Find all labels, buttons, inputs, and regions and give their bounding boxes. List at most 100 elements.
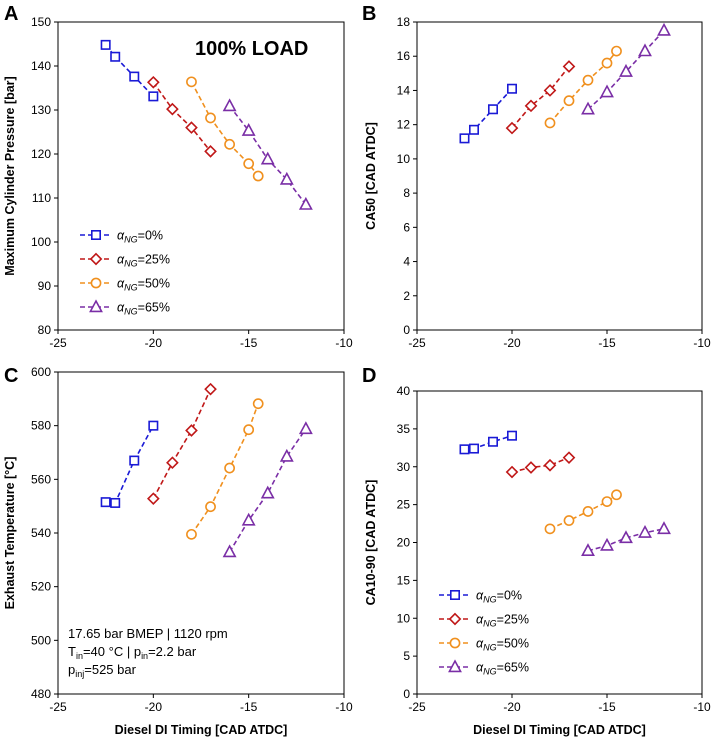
panel-label: C bbox=[4, 365, 18, 387]
plot-frame bbox=[416, 390, 703, 695]
x-tick-label: -20 bbox=[145, 336, 163, 350]
x-tick-label: -20 bbox=[145, 700, 163, 714]
series-ng65 bbox=[581, 521, 671, 557]
panel-d: -25 -20 -15 -10 0 5 10 15 20 25 30 35 40 CA10-90 [CAD… bbox=[362, 365, 711, 737]
data-point bbox=[459, 133, 470, 144]
data-point bbox=[524, 99, 538, 113]
data-point bbox=[243, 158, 255, 170]
legend-marker bbox=[448, 659, 462, 673]
conditions-part: T bbox=[68, 644, 76, 659]
y-tick-label: 30 bbox=[397, 460, 411, 474]
series-line bbox=[463, 88, 513, 139]
series-ng0 bbox=[459, 83, 517, 144]
data-point bbox=[487, 104, 498, 115]
data-point bbox=[147, 75, 160, 89]
legend-alpha: α bbox=[476, 589, 484, 603]
data-point bbox=[581, 543, 595, 557]
y-tick-label: 560 bbox=[31, 472, 51, 486]
conditions-part: =40 °C | p bbox=[83, 644, 141, 659]
legend: αNG=0%αNG=25%αNG=50%αNG=65% bbox=[80, 229, 170, 317]
x-tick-label: -10 bbox=[335, 336, 353, 350]
y-tick-label: 110 bbox=[32, 191, 51, 205]
y-tick-label: 16 bbox=[397, 49, 411, 63]
series-ng50 bbox=[544, 489, 622, 535]
data-point bbox=[505, 121, 519, 135]
data-point bbox=[638, 524, 652, 538]
x-tick-label: -25 bbox=[49, 336, 67, 350]
data-point bbox=[601, 57, 613, 69]
y-tick-label: 0 bbox=[403, 687, 410, 701]
legend-marker bbox=[449, 637, 461, 649]
series-line bbox=[228, 428, 307, 553]
data-point bbox=[110, 497, 121, 508]
y-tick-label: 480 bbox=[31, 687, 51, 701]
series-ng0 bbox=[100, 39, 159, 102]
y-tick-label: 40 bbox=[397, 384, 411, 398]
legend-alpha: α bbox=[117, 253, 125, 267]
y-tick-label: 15 bbox=[397, 573, 411, 587]
legend-subscript: NG bbox=[483, 619, 497, 629]
series-ng65 bbox=[222, 421, 313, 558]
legend-item: αNG=25% bbox=[80, 253, 170, 269]
legend-value: =25% bbox=[497, 613, 529, 627]
y-tick-label: 14 bbox=[397, 83, 411, 97]
legend-item: αNG=0% bbox=[439, 589, 522, 605]
data-point bbox=[468, 124, 479, 135]
legend-marker bbox=[448, 612, 462, 626]
data-point bbox=[582, 74, 594, 86]
legend-value: =50% bbox=[497, 637, 529, 651]
data-point bbox=[657, 22, 671, 36]
legend-alpha: α bbox=[117, 301, 125, 315]
data-point bbox=[638, 43, 652, 57]
panel-label: D bbox=[362, 365, 376, 387]
legend-subscript: NG bbox=[124, 283, 138, 293]
legend-item: αNG=25% bbox=[439, 613, 529, 629]
conditions-part: in bbox=[141, 651, 148, 661]
legend-alpha: α bbox=[476, 637, 484, 651]
y-tick-label: 520 bbox=[31, 580, 51, 594]
data-point bbox=[543, 458, 557, 472]
data-point bbox=[582, 506, 594, 517]
data-point bbox=[224, 462, 235, 474]
series-ng65 bbox=[581, 22, 671, 115]
legend-subscript: NG bbox=[483, 595, 497, 605]
y-tick-label: 100 bbox=[31, 235, 51, 249]
legend-label: αNG=65% bbox=[476, 661, 529, 677]
legend-subscript: NG bbox=[124, 307, 138, 317]
conditions-part: p bbox=[68, 662, 75, 677]
data-point bbox=[222, 98, 237, 112]
x-tick-label: -10 bbox=[335, 700, 353, 714]
legend-label: αNG=25% bbox=[476, 613, 529, 629]
y-tick-label: 150 bbox=[31, 15, 51, 29]
data-point bbox=[252, 170, 264, 182]
legend-subscript: NG bbox=[124, 259, 138, 269]
legend-label: αNG=50% bbox=[117, 277, 170, 293]
data-point bbox=[459, 444, 470, 455]
series-ng50 bbox=[186, 76, 264, 182]
legend-item: αNG=0% bbox=[80, 229, 163, 245]
x-tick-label: -15 bbox=[598, 336, 616, 350]
conditions-line-2: Tin=40 °C | pin=2.2 bar bbox=[68, 644, 197, 661]
series-ng0 bbox=[459, 430, 517, 455]
series-ng50 bbox=[186, 398, 264, 540]
data-point bbox=[204, 382, 217, 396]
legend-value: =65% bbox=[497, 661, 529, 675]
y-axis-title: CA10-90 [CAD ATDC] bbox=[364, 480, 378, 606]
data-point bbox=[279, 448, 294, 462]
y-tick-label: 80 bbox=[38, 323, 52, 337]
data-point bbox=[166, 456, 179, 470]
x-tick-label: -10 bbox=[693, 336, 711, 350]
legend-marker bbox=[90, 277, 102, 289]
y-tick-label: 600 bbox=[31, 365, 51, 379]
data-point bbox=[241, 122, 256, 136]
y-axis-title: CA50 [CAD ATDC] bbox=[364, 122, 378, 230]
data-point bbox=[243, 424, 255, 436]
plot-frame bbox=[416, 21, 703, 331]
legend-alpha: α bbox=[476, 613, 484, 627]
legend-alpha: α bbox=[476, 661, 484, 675]
legend-value: =50% bbox=[138, 277, 170, 291]
series-ng25 bbox=[505, 60, 576, 135]
data-point bbox=[222, 544, 237, 558]
